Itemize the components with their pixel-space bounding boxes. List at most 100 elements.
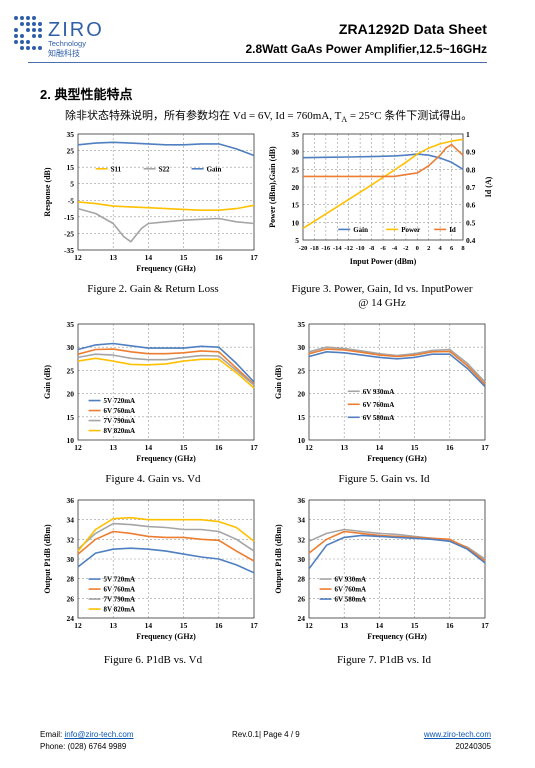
x-tick-label: 14 (145, 253, 153, 262)
plot-frame (308, 323, 486, 441)
x-tick-label: -16 (322, 245, 331, 252)
x-tick-label: -10 (356, 245, 365, 252)
x-axis-title: Frequency (GHz) (136, 264, 196, 273)
x-tick-label: 16 (215, 443, 223, 452)
y-tick-label: 30 (67, 343, 75, 352)
y-tick-label: 36 (67, 496, 75, 505)
x-tick-label: 14 (376, 443, 384, 452)
x-tick-label: 13 (340, 443, 348, 452)
x-tick-label: 15 (411, 443, 419, 452)
y-tick-label: 30 (298, 343, 306, 352)
y-axis-title: Power (dBm),Gain (dB) (268, 146, 277, 228)
x-tick-label: -6 (380, 245, 386, 252)
caption-fig3-line2: @ 14 GHz (358, 297, 406, 309)
plot-frame (77, 499, 255, 619)
y-tick-label: 10 (298, 436, 306, 445)
y-tick-label: 30 (298, 555, 306, 564)
legend-label: Id (449, 226, 456, 234)
x-tick-label: -12 (344, 245, 353, 252)
legend-label: 8V 820mA (104, 427, 136, 435)
x-tick-label: 0 (416, 245, 419, 252)
y-tick-label: 35 (292, 130, 300, 139)
x-axis-title: Frequency (GHz) (367, 454, 427, 463)
ziro-logo-icon: ZIRO Technology 知融科技 (14, 16, 102, 58)
y-tick-label: 35 (67, 130, 75, 139)
x-tick-label: 17 (481, 443, 489, 452)
x-tick-label: 17 (250, 443, 258, 452)
y2-tick-label: 0.9 (466, 148, 476, 157)
y-tick-label: 34 (67, 516, 75, 525)
series-line-5v-720ma (77, 547, 255, 574)
y-tick-label: 32 (298, 535, 306, 544)
legend-label: Gain (207, 165, 222, 173)
plot-frame (302, 133, 464, 241)
x-tick-label: -20 (299, 245, 308, 252)
x-tick-label: 12 (74, 253, 82, 262)
x-tick-label: -14 (333, 245, 342, 252)
y-tick-label: 25 (292, 165, 300, 174)
x-axis-title: Frequency (GHz) (367, 632, 427, 641)
caption-fig2: Figure 2. Gain & Return Loss (87, 283, 219, 295)
series-line-6v-760ma (77, 530, 255, 562)
logo-sub-en: Technology (48, 39, 86, 48)
x-tick-label: 14 (145, 443, 153, 452)
caption-fig6: Figure 6. P1dB vs. Vd (103, 654, 203, 666)
caption-fig7: Figure 7. P1dB vs. Id (336, 654, 432, 666)
legend-label: Power (401, 226, 420, 234)
company-logo: ZIRO Technology 知融科技 (12, 12, 142, 60)
series-line-6v-760ma (308, 348, 486, 385)
footer-website-link[interactable]: www.ziro-tech.com (423, 730, 491, 739)
intro-tail: = 25°C 条件下测试得出。 (347, 110, 473, 122)
series-line-6v-580ma (308, 534, 486, 570)
logo-sub-cn: 知融科技 (48, 48, 80, 58)
x-tick-label: 13 (109, 253, 117, 262)
series-line-gain (77, 141, 255, 157)
y2-tick-label: 0.5 (466, 218, 476, 227)
x-tick-label: 13 (109, 443, 117, 452)
legend-label: 6V 760mA (335, 586, 367, 594)
footer-phone-row: Phone: (028) 6764 9989 (40, 742, 126, 751)
x-tick-label: 4 (439, 245, 443, 252)
y-tick-label: 20 (67, 390, 75, 399)
y2-tick-label: 1 (466, 130, 470, 139)
x-tick-label: 12 (305, 443, 313, 452)
series-line-6v-580ma (308, 350, 486, 388)
footer-email-link[interactable]: info@ziro-tech.com (64, 730, 134, 739)
legend-label: 6V 760mA (104, 407, 136, 415)
x-tick-label: 15 (180, 253, 188, 262)
x-tick-label: 17 (481, 621, 489, 630)
y-tick-label: 25 (67, 147, 75, 156)
x-tick-label: 16 (215, 621, 223, 630)
x-tick-label: 8 (461, 245, 465, 252)
legend-label: 7V 790mA (104, 417, 136, 425)
y-axis-title: Response (dB) (43, 167, 52, 216)
x-tick-label: 16 (446, 443, 454, 452)
y-tick-label: -35 (64, 246, 74, 255)
series-line-6v-760ma (308, 530, 486, 562)
footer-email-row: Email: info@ziro-tech.com (40, 730, 134, 739)
y-tick-label: 5 (295, 236, 299, 245)
series-line-gain (302, 153, 464, 170)
legend-label: 6V 930mA (363, 388, 395, 396)
y-tick-label: 35 (298, 320, 306, 329)
document-subtitle: 2.8Watt GaAs Power Amplifier,12.5~16GHz (245, 42, 487, 56)
x-axis-title: Input Power (dBm) (350, 257, 417, 266)
y-tick-label: 28 (298, 575, 306, 584)
x-tick-label: 13 (340, 621, 348, 630)
y-tick-label: 10 (292, 218, 300, 227)
x-tick-label: 15 (411, 621, 419, 630)
y-tick-label: 10 (67, 436, 75, 445)
x-tick-label: 2 (427, 245, 430, 252)
x-tick-label: 16 (215, 253, 223, 262)
x-tick-label: 12 (305, 621, 313, 630)
y-axis-title: Output P1dB (dBm) (43, 524, 52, 594)
y-tick-label: 26 (298, 594, 306, 603)
x-tick-label: 15 (180, 443, 188, 452)
x-axis-title: Frequency (GHz) (136, 632, 196, 641)
caption-fig3-line1: Figure 3. Power, Gain, Id vs. InputPower (291, 283, 473, 295)
